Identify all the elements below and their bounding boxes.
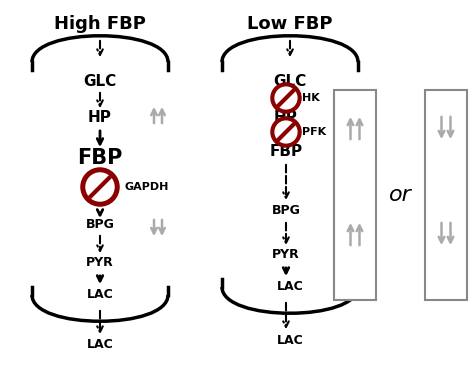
Text: LAC: LAC <box>277 280 303 294</box>
Text: PYR: PYR <box>86 256 114 270</box>
Text: FBP: FBP <box>269 144 302 159</box>
Text: PYR: PYR <box>272 248 300 262</box>
Text: High FBP: High FBP <box>54 15 146 33</box>
Text: GLC: GLC <box>273 75 307 89</box>
Bar <box>334 90 376 300</box>
Text: GLC: GLC <box>83 75 117 89</box>
Text: BPG: BPG <box>86 219 114 231</box>
Text: PFK: PFK <box>302 127 326 137</box>
Circle shape <box>86 173 114 201</box>
Circle shape <box>272 84 300 112</box>
Text: GAPDH: GAPDH <box>125 182 169 192</box>
Text: LAC: LAC <box>277 334 303 346</box>
Circle shape <box>275 87 297 109</box>
Text: or: or <box>389 185 411 205</box>
Text: FBP: FBP <box>77 148 123 168</box>
Text: HP: HP <box>274 110 298 126</box>
Text: LAC: LAC <box>87 288 113 302</box>
Text: HK: HK <box>302 93 320 103</box>
Circle shape <box>82 169 118 205</box>
Bar <box>425 90 467 300</box>
Text: HP: HP <box>88 110 112 126</box>
Text: LAC: LAC <box>87 339 113 351</box>
Text: BPG: BPG <box>272 204 301 216</box>
Text: Low FBP: Low FBP <box>247 15 333 33</box>
Circle shape <box>272 118 300 146</box>
Circle shape <box>275 121 297 143</box>
